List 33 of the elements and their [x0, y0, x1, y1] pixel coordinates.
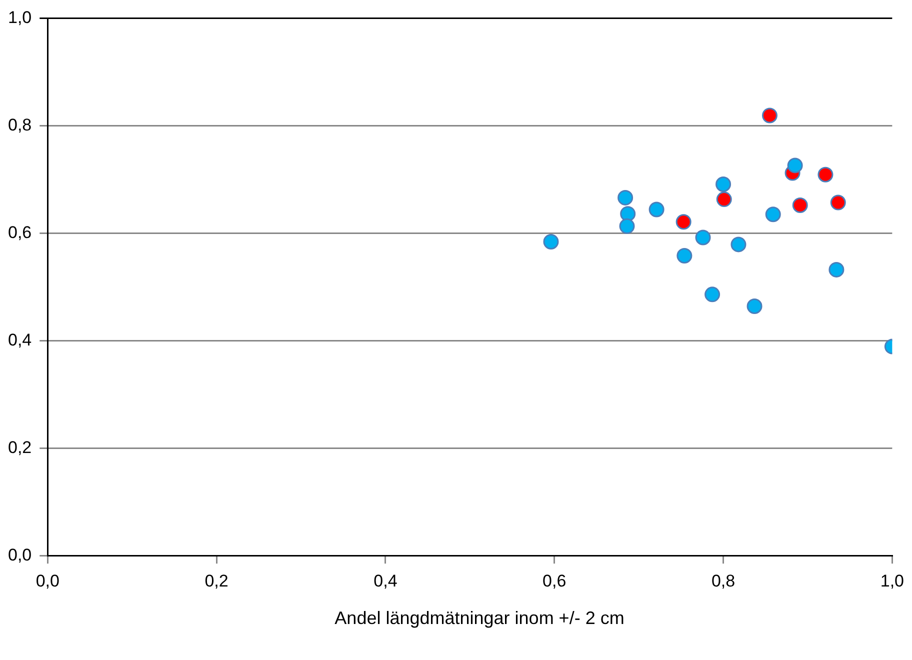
point [620, 206, 636, 222]
point [730, 236, 746, 252]
y-tick-label: 0,8 [8, 115, 32, 134]
x-axis-title: Andel längdmätningar inom +/- 2 cm [334, 608, 626, 629]
point [716, 192, 732, 208]
x-tick-label: 0,4 [374, 571, 398, 590]
point [792, 197, 808, 213]
point [676, 214, 692, 230]
y-tick-label: 0,4 [8, 330, 32, 350]
point [676, 248, 692, 264]
point [828, 262, 844, 278]
x-tick-label: 0,8 [711, 571, 736, 590]
y-tick-label: 0,6 [8, 222, 32, 242]
y-tick-label: 0,2 [8, 438, 32, 457]
x-tick-label: 0,0 [36, 571, 60, 590]
point [830, 194, 846, 210]
point [648, 202, 664, 218]
point [765, 206, 781, 222]
point [746, 298, 762, 314]
point [543, 234, 559, 250]
point [619, 218, 635, 234]
y-tick-label: 1,0 [8, 8, 32, 27]
point [787, 158, 803, 174]
x-tick-label: 1,0 [880, 571, 904, 590]
x-tick-label: 0,6 [542, 571, 566, 590]
point [695, 230, 711, 246]
point [704, 286, 720, 302]
y-tick-label: 0,0 [8, 545, 32, 564]
point [618, 190, 634, 206]
point [762, 108, 778, 124]
point [818, 166, 834, 182]
x-tick-label: 0,2 [204, 571, 228, 590]
point [716, 176, 732, 192]
